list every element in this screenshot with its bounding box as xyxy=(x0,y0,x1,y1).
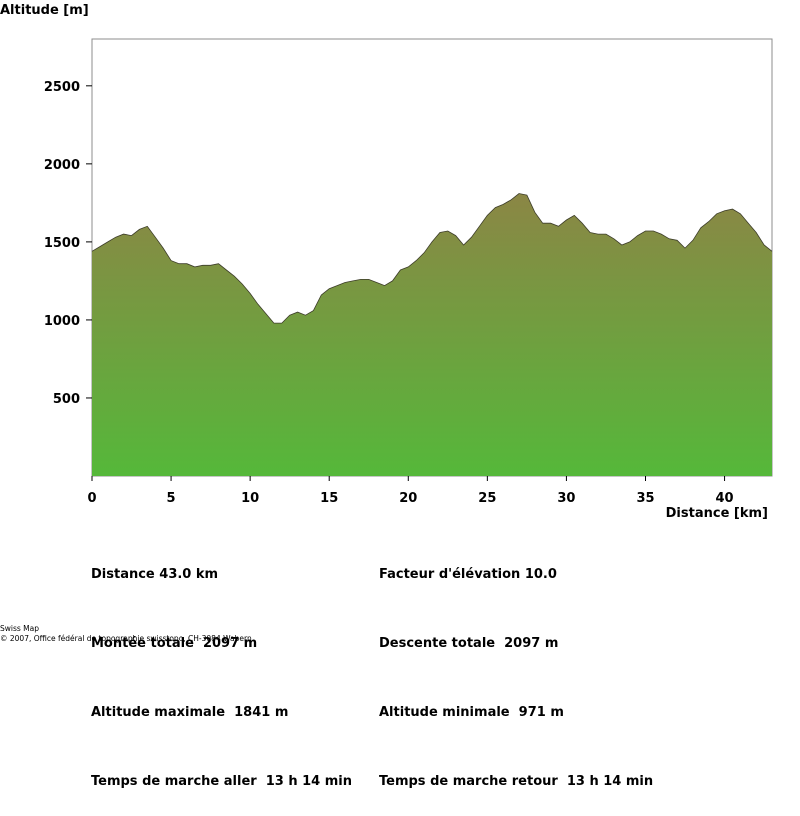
x-tick-label: 20 xyxy=(399,491,417,506)
min-altitude-stat: Altitude minimale 971 m xyxy=(379,705,564,720)
y-tick-label: 1000 xyxy=(44,314,80,329)
elevation-area xyxy=(92,193,772,476)
distance-stat: Distance 43.0 km xyxy=(91,567,219,582)
credits: Swiss Map © 2007, Office fédéral de topo… xyxy=(0,624,252,644)
x-tick-label: 30 xyxy=(557,491,575,506)
stats-right-column: Facteur d'élévation 10.0 Descente totale… xyxy=(379,517,653,816)
y-tick-label: 500 xyxy=(53,392,80,407)
elevation-line xyxy=(91,193,773,324)
credits-copyright: © 2007, Office fédéral de topographie sw… xyxy=(0,634,252,643)
x-tick-label: 0 xyxy=(87,491,96,506)
x-tick-label: 10 xyxy=(241,491,259,506)
total-ascent-stat: Montée totale 2097 m xyxy=(91,636,258,651)
y-tick-label: 2500 xyxy=(44,80,80,95)
elevation-factor-stat: Facteur d'élévation 10.0 xyxy=(379,567,557,582)
x-tick-label: 25 xyxy=(478,491,496,506)
elevation-profile-chart: Altitude [m] 500 1000 1500 2000 2500 0 5 10 15 20… xyxy=(0,3,773,521)
x-tick-label: 35 xyxy=(636,491,654,506)
x-axis-title: Distance [km] xyxy=(666,506,768,521)
y-axis-title: Altitude [m] xyxy=(0,3,89,18)
y-tick-label: 2000 xyxy=(44,158,80,173)
credits-source: Swiss Map xyxy=(0,624,40,633)
walk-time-return-stat: Temps de marche retour 13 h 14 min xyxy=(379,774,654,789)
stats-left-column: Distance 43.0 km Montée totale 2097 m Al… xyxy=(91,517,352,816)
walk-time-out-stat: Temps de marche aller 13 h 14 min xyxy=(91,774,352,789)
y-tick-label: 1500 xyxy=(44,236,80,251)
x-tick-label: 5 xyxy=(167,491,176,506)
max-altitude-stat: Altitude maximale 1841 m xyxy=(91,705,289,720)
x-tick-label: 40 xyxy=(716,491,734,506)
total-descent-stat: Descente totale 2097 m xyxy=(379,636,559,651)
x-tick-label: 15 xyxy=(320,491,338,506)
